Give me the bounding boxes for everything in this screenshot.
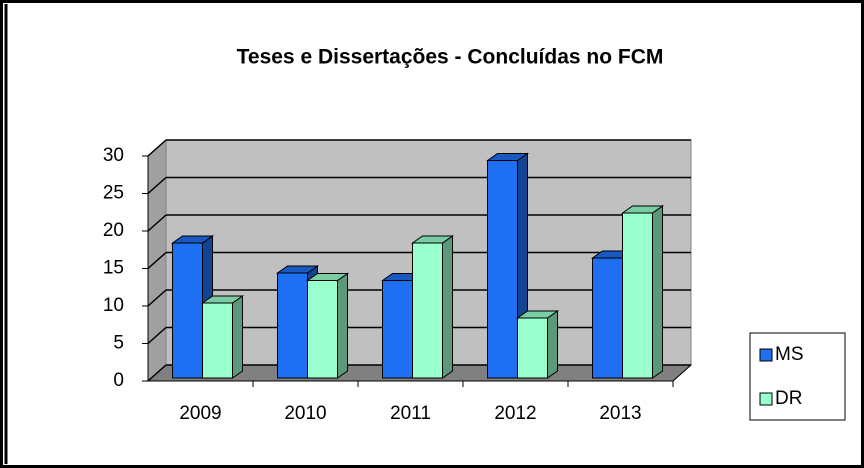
bar bbox=[620, 205, 665, 379]
x-tick-label: 2013 bbox=[599, 403, 641, 424]
y-tick-label: 20 bbox=[103, 220, 124, 241]
y-tick-label: 30 bbox=[103, 145, 124, 166]
bar-front bbox=[517, 317, 548, 379]
bar bbox=[515, 310, 560, 379]
grid-line bbox=[147, 364, 167, 382]
grid-line bbox=[147, 289, 167, 307]
x-tick-label: 2011 bbox=[390, 403, 431, 424]
x-tick-label: 2012 bbox=[494, 403, 536, 424]
bar-front bbox=[202, 302, 233, 379]
bar-front bbox=[412, 242, 443, 379]
grid-line bbox=[147, 251, 167, 270]
bar-front bbox=[307, 280, 338, 379]
grid-line bbox=[147, 139, 167, 157]
y-tick-label: 0 bbox=[113, 370, 124, 391]
y-tick-label: 5 bbox=[113, 333, 124, 354]
grid-line bbox=[147, 214, 167, 232]
legend-label: DR bbox=[775, 388, 802, 409]
chart-title: Teses e Dissertações - Concluídas no FCM bbox=[237, 46, 664, 69]
bar bbox=[305, 272, 350, 379]
x-tick-label: 2010 bbox=[284, 403, 326, 424]
bar-front bbox=[592, 257, 623, 379]
bar-front bbox=[382, 280, 413, 379]
bar-front bbox=[487, 160, 518, 379]
bar-side bbox=[547, 310, 558, 379]
bar-side bbox=[232, 295, 243, 379]
grid-line bbox=[147, 176, 167, 195]
legend-label: MS bbox=[775, 344, 804, 365]
x-axis-depth bbox=[672, 364, 692, 382]
bar bbox=[200, 295, 245, 379]
bar bbox=[410, 235, 455, 379]
bar-side bbox=[337, 272, 348, 379]
bar-front bbox=[622, 212, 653, 379]
bar-side bbox=[442, 235, 453, 379]
grid-line bbox=[147, 326, 167, 345]
y-tick-label: 15 bbox=[103, 258, 124, 279]
bar-front bbox=[172, 242, 203, 379]
x-tick-label: 2009 bbox=[179, 403, 221, 424]
y-tick-label: 25 bbox=[103, 183, 124, 204]
legend-swatch bbox=[759, 348, 773, 362]
bar-side bbox=[652, 205, 663, 379]
y-tick-label: 10 bbox=[103, 295, 124, 316]
bar-front bbox=[277, 272, 308, 379]
legend-swatch bbox=[759, 392, 773, 406]
